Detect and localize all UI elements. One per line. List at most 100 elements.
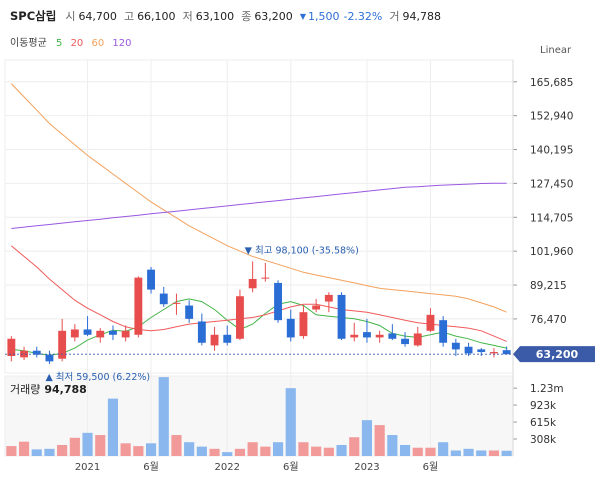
candle [210,326,219,351]
volume-tick-label: 615k [530,417,557,429]
time-tick-label: 6월 [143,461,159,473]
volume-bar [133,446,144,456]
low-value: 63,100 [195,9,235,23]
candle [363,318,371,343]
low-label: 저 [182,10,193,23]
candle-body [7,338,16,357]
ma-20-line [10,245,507,342]
time-tick-label: 2023 [354,462,379,473]
candle-body [45,354,54,362]
candle-body [147,269,155,290]
ma-20-label[interactable]: 20 [70,38,84,49]
candle-body [96,330,105,338]
volume-bar [361,420,373,456]
candle [7,336,16,362]
price-tick-label: 165,685 [530,77,573,89]
volume-bar [107,398,119,456]
volume-bar [488,450,500,456]
candle-body [83,329,92,335]
price-header: SPC삼립 시 64,700 고 66,100 저 63,100 종 63,20… [10,7,448,25]
candle [147,267,155,294]
ma-60-label[interactable]: 60 [91,38,105,49]
candle [109,325,117,341]
candle-body [299,312,308,337]
volume-bar [184,442,195,456]
high-value: 66,100 [137,9,176,23]
volume-bar [298,442,309,456]
volume-bar [336,444,347,456]
moving-average-legend: 이동평균 5 20 60 120 [10,34,137,49]
volume-bar [399,444,411,456]
volume-bar [196,446,207,456]
volume-tick-label: 308k [530,434,557,446]
candle-body [401,338,409,345]
candle [413,326,422,347]
candle [45,350,54,365]
close-label: 종 [241,10,252,23]
volume-panel-label: 거래량 [10,383,41,396]
candle-body [464,346,473,354]
stock-name: SPC삼립 [10,9,57,23]
volume-panel-value: 94,788 [44,383,87,396]
candle-body [502,350,511,355]
candle [70,324,79,342]
time-tick-label: 6월 [283,461,299,473]
volume-bar [95,435,106,456]
price-panel-frame [4,59,514,374]
low-price-marker: ▲ 최저 59,500 (6.22%) [45,372,150,383]
candle-body [388,333,397,339]
candle [236,289,244,341]
high-price-marker: ▼ 최고 98,100 (-35.58%) [245,245,359,256]
volume-bar [82,432,93,456]
candle-body [312,305,321,310]
candle [477,348,486,357]
candle [274,280,282,323]
volume-bar [438,442,449,456]
volume-bar [18,441,30,456]
volume-bar [323,447,334,456]
candle-body [350,334,359,338]
volume-bar [501,450,512,456]
ma-120-label[interactable]: 120 [112,38,132,49]
volume-bar [285,388,296,456]
candle [490,348,498,358]
candle-body [477,349,486,353]
candle [223,325,232,346]
time-tick-label: 2022 [215,462,240,473]
volume-panel-title: 거래량 94,788 [10,381,87,397]
volume-bar [31,449,42,456]
candle [134,276,143,338]
moving-average-lines [10,83,507,356]
volume-bar [387,435,398,456]
candle-body [324,294,333,302]
time-tick-label: 6월 [423,461,439,473]
volume-bar [57,444,68,456]
candle [502,346,511,355]
candle [451,338,460,357]
change-value: 1,500 [307,9,340,23]
volume-bar [311,446,322,456]
ma-5-label[interactable]: 5 [56,38,63,49]
candle-body [172,302,181,304]
candle-body [363,332,371,338]
scale-mode-toggle[interactable]: Linear [540,45,572,56]
volume-bar [412,447,423,456]
candle-body [223,334,232,343]
axes: 165,685 152,940 140,195 127,450 114,705 101,9… [75,60,573,473]
volume-bar [425,447,436,456]
volume-bar [145,443,157,456]
price-tick-label: 114,705 [530,212,573,224]
volume-bars [6,377,512,456]
volume-value: 94,788 [402,9,442,23]
candle-body [185,305,194,319]
volume-bar [120,443,131,456]
candle [337,292,346,341]
volume-bar [44,448,55,456]
candle [439,316,448,347]
price-tick-label: 140,195 [530,145,573,157]
volume-tick-label: 1.23m [530,383,564,395]
candle-body [20,350,28,358]
open-label: 시 [65,10,76,23]
volume-bar [260,446,271,456]
